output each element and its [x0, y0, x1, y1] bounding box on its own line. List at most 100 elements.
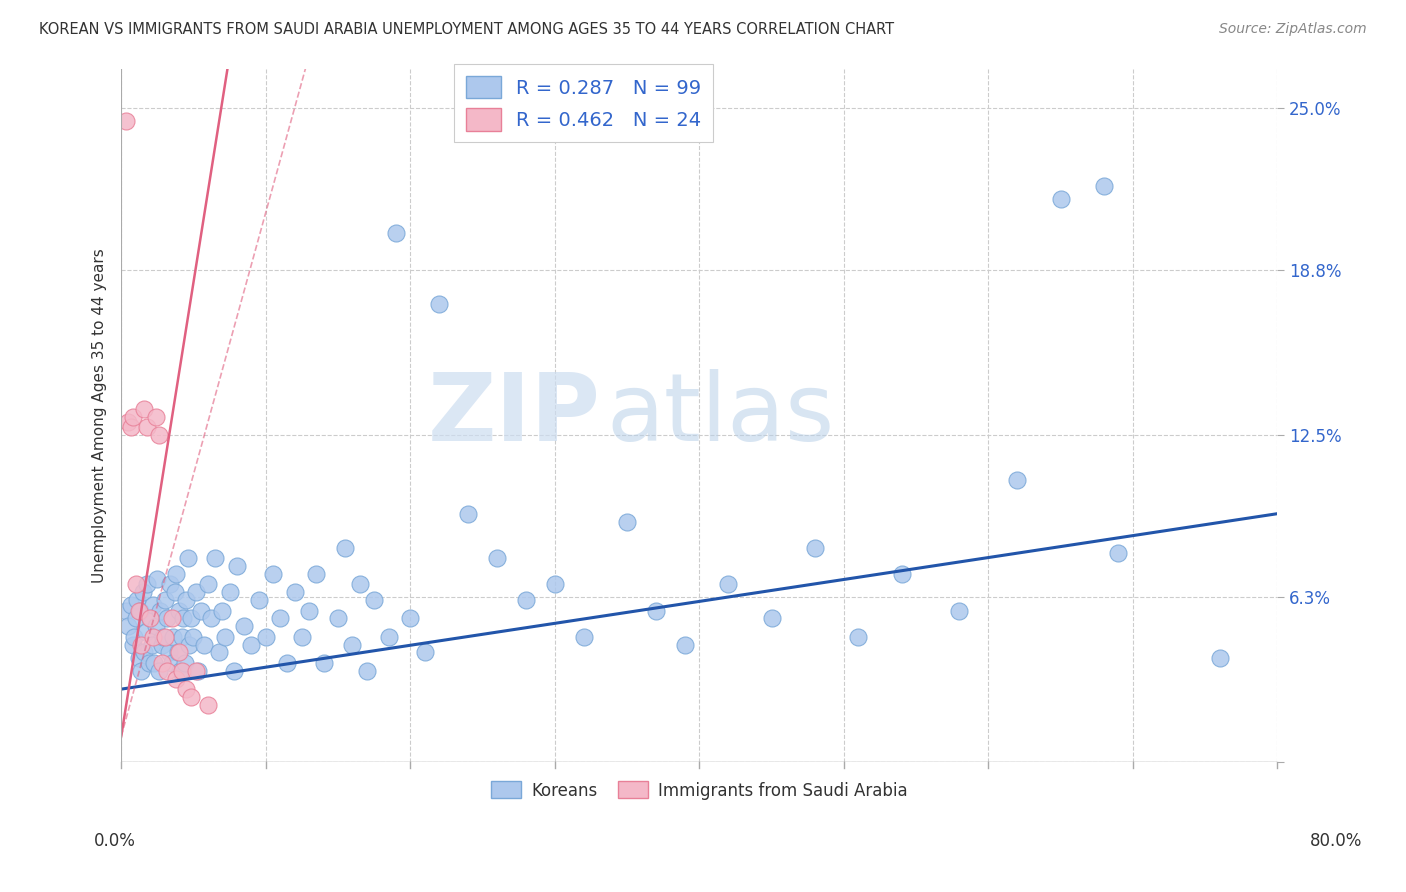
Point — [1107, 546, 1129, 560]
Point — [197, 577, 219, 591]
Point — [948, 604, 970, 618]
Point — [183, 630, 205, 644]
Point — [180, 690, 202, 704]
Point — [160, 611, 183, 625]
Point — [162, 630, 184, 644]
Point — [139, 611, 162, 625]
Point — [150, 638, 173, 652]
Point — [363, 593, 385, 607]
Point — [457, 507, 479, 521]
Point — [121, 638, 143, 652]
Point — [134, 401, 156, 416]
Point — [335, 541, 357, 555]
Point — [717, 577, 740, 591]
Point — [240, 638, 263, 652]
Point — [136, 420, 159, 434]
Text: Source: ZipAtlas.com: Source: ZipAtlas.com — [1219, 22, 1367, 37]
Point — [159, 577, 181, 591]
Point — [167, 604, 190, 618]
Point — [890, 566, 912, 581]
Point — [149, 604, 172, 618]
Point — [131, 638, 153, 652]
Point — [200, 611, 222, 625]
Point — [166, 645, 188, 659]
Point — [141, 638, 163, 652]
Point — [160, 656, 183, 670]
Point — [193, 638, 215, 652]
Point — [150, 656, 173, 670]
Point — [515, 593, 537, 607]
Point — [846, 630, 869, 644]
Text: 80.0%: 80.0% — [1309, 831, 1362, 849]
Point — [174, 682, 197, 697]
Point — [122, 630, 145, 644]
Point — [247, 593, 270, 607]
Point — [124, 577, 146, 591]
Point — [156, 664, 179, 678]
Point — [269, 611, 291, 625]
Point — [174, 593, 197, 607]
Point — [186, 664, 208, 678]
Point — [485, 551, 508, 566]
Point — [180, 611, 202, 625]
Point — [128, 604, 150, 618]
Point — [114, 114, 136, 128]
Point — [284, 585, 307, 599]
Point — [148, 664, 170, 678]
Point — [298, 604, 321, 618]
Point — [262, 566, 284, 581]
Text: 0.0%: 0.0% — [94, 831, 136, 849]
Point — [349, 577, 371, 591]
Point — [342, 638, 364, 652]
Point — [121, 409, 143, 424]
Point — [124, 611, 146, 625]
Point — [233, 619, 256, 633]
Point — [152, 630, 174, 644]
Point — [142, 630, 165, 644]
Point — [153, 630, 176, 644]
Point — [114, 604, 136, 618]
Point — [127, 593, 149, 607]
Point — [572, 630, 595, 644]
Point — [291, 630, 314, 644]
Point — [673, 638, 696, 652]
Point — [186, 585, 208, 599]
Point — [1092, 179, 1115, 194]
Point — [120, 420, 142, 434]
Point — [136, 577, 159, 591]
Point — [170, 664, 193, 678]
Point — [145, 619, 167, 633]
Point — [128, 650, 150, 665]
Point — [132, 585, 155, 599]
Point — [157, 645, 180, 659]
Point — [156, 611, 179, 625]
Point — [385, 227, 408, 241]
Point — [214, 630, 236, 644]
Point — [225, 559, 247, 574]
Point — [117, 415, 139, 429]
Point — [120, 599, 142, 613]
Point — [153, 593, 176, 607]
Point — [187, 664, 209, 678]
Point — [143, 656, 166, 670]
Legend: Koreans, Immigrants from Saudi Arabia: Koreans, Immigrants from Saudi Arabia — [485, 774, 914, 806]
Point — [134, 645, 156, 659]
Point — [804, 541, 827, 555]
Point — [222, 664, 245, 678]
Point — [312, 656, 335, 670]
Text: atlas: atlas — [607, 369, 835, 461]
Point — [167, 645, 190, 659]
Point — [163, 585, 186, 599]
Point — [165, 672, 187, 686]
Point — [356, 664, 378, 678]
Point — [165, 566, 187, 581]
Point — [544, 577, 567, 591]
Point — [145, 409, 167, 424]
Text: ZIP: ZIP — [429, 369, 600, 461]
Text: KOREAN VS IMMIGRANTS FROM SAUDI ARABIA UNEMPLOYMENT AMONG AGES 35 TO 44 YEARS CO: KOREAN VS IMMIGRANTS FROM SAUDI ARABIA U… — [39, 22, 894, 37]
Point — [616, 515, 638, 529]
Point — [1208, 650, 1230, 665]
Point — [142, 599, 165, 613]
Point — [117, 619, 139, 633]
Point — [208, 645, 231, 659]
